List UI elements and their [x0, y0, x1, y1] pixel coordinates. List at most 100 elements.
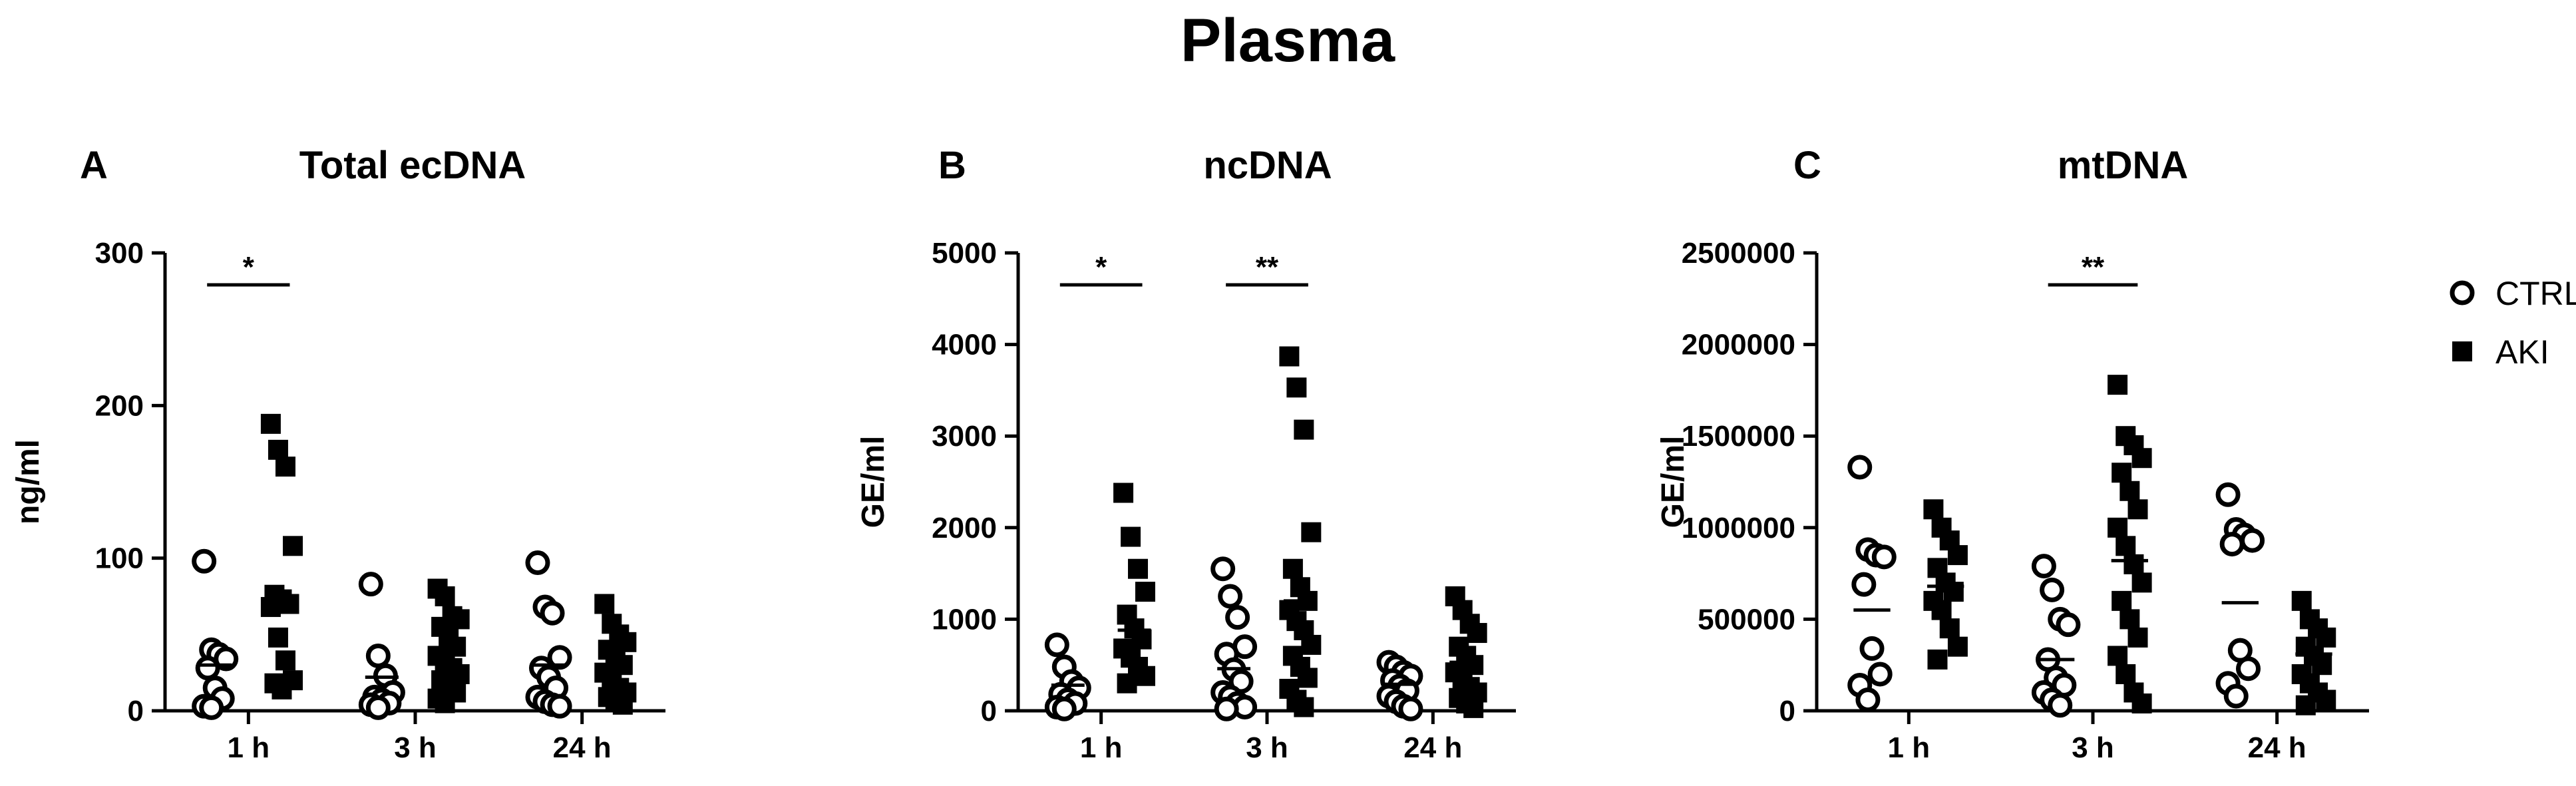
y-tick-label: 500000 — [1698, 603, 1795, 636]
data-point-ctrl — [547, 645, 572, 670]
data-point-ctrl — [1398, 696, 1423, 721]
data-point-aki — [272, 679, 292, 699]
data-point-ctrl — [2040, 577, 2065, 602]
data-point-aki — [2316, 689, 2336, 710]
data-point-aki — [1282, 558, 1303, 579]
data-point-aki — [1947, 636, 1968, 657]
legend-marker-ctrl — [2450, 280, 2475, 305]
y-tick-label: 200 — [95, 389, 144, 422]
data-point-aki — [260, 413, 281, 434]
y-tick-label: 0 — [1779, 695, 1795, 727]
x-tick-label: 1 h — [228, 731, 270, 764]
data-point-aki — [1135, 666, 1155, 686]
data-point-aki — [2127, 627, 2148, 648]
data-point-aki — [2108, 646, 2128, 666]
data-point-aki — [1128, 558, 1149, 579]
x-tick-label: 3 h — [2072, 731, 2114, 764]
y-tick-label: 1500000 — [1682, 420, 1795, 453]
x-tick-label: 1 h — [1080, 731, 1123, 764]
data-point-aki — [283, 536, 303, 556]
panel-letter: B — [938, 144, 966, 187]
data-point-ctrl — [365, 643, 391, 668]
data-point-aki — [1117, 673, 1137, 693]
y-tick-label: 1000000 — [1682, 512, 1795, 544]
data-point-aki — [1294, 419, 1314, 440]
significance-label: ** — [1256, 251, 1279, 284]
data-point-aki — [2312, 655, 2332, 676]
data-point-ctrl — [192, 548, 217, 574]
data-point-aki — [594, 594, 615, 614]
data-point-ctrl — [2031, 554, 2056, 579]
y-tick-label: 2000000 — [1682, 329, 1795, 361]
panel-letter: A — [80, 144, 108, 187]
data-point-ctrl — [358, 572, 383, 597]
legend: CTRL AKI — [2450, 275, 2576, 371]
y-tick-label: 300 — [95, 237, 144, 270]
data-point-aki — [2112, 590, 2132, 611]
data-point-ctrl — [2223, 684, 2249, 709]
data-point-aki — [2119, 481, 2140, 501]
data-point-ctrl — [2215, 482, 2241, 507]
panel-title: mtDNA — [2058, 144, 2189, 187]
data-point-aki — [1279, 346, 1300, 367]
data-point-aki — [2131, 572, 2152, 593]
data-point-aki — [1931, 600, 1952, 620]
data-point-ctrl — [1051, 696, 1077, 721]
data-point-ctrl — [2219, 532, 2245, 557]
x-tick-label: 24 h — [2248, 731, 2306, 764]
data-point-ctrl — [1867, 662, 1893, 687]
data-point-aki — [268, 439, 288, 460]
data-point-ctrl — [2048, 693, 2073, 718]
y-tick-label: 0 — [128, 695, 144, 727]
data-point-aki — [1121, 526, 1141, 547]
data-point-aki — [1113, 483, 1134, 503]
y-tick-label: 100 — [95, 542, 144, 575]
data-point-ctrl — [2240, 528, 2265, 553]
data-point-aki — [275, 650, 295, 671]
x-tick-label: 1 h — [1888, 731, 1931, 764]
legend-item-ctrl: CTRL — [2450, 275, 2576, 312]
data-point-aki — [2116, 664, 2136, 684]
figure-title: Plasma — [1181, 7, 1395, 75]
data-point-aki — [1131, 629, 1152, 650]
panel-a: A Total ecDNA ng/ml 0 100 200 300 1 h 3 h 24 h * — [11, 144, 665, 764]
data-point-aki — [2119, 609, 2140, 630]
data-point-ctrl — [1218, 584, 1243, 609]
data-point-ctrl — [1851, 572, 1877, 597]
legend-label: AKI — [2495, 333, 2549, 371]
x-tick-label: 24 h — [1403, 731, 1462, 764]
y-tick-label: 4000 — [932, 329, 997, 361]
data-point-aki — [1286, 377, 1307, 398]
data-point-ctrl — [195, 656, 220, 681]
data-point-aki — [449, 609, 470, 630]
data-point-ctrl — [1210, 556, 1236, 582]
data-point-aki — [2131, 693, 2152, 713]
data-point-ctrl — [525, 550, 550, 576]
significance-label: * — [1095, 251, 1107, 284]
data-point-aki — [275, 457, 295, 477]
data-point-aki — [1297, 668, 1318, 688]
data-point-ctrl — [540, 600, 565, 626]
data-point-aki — [2108, 517, 2128, 538]
data-point-aki — [2112, 463, 2132, 483]
legend-marker-aki — [2452, 341, 2472, 361]
y-axis-label: GE/ml — [856, 436, 891, 528]
data-point-aki — [1923, 499, 1944, 520]
data-point-ctrl — [1855, 687, 1881, 712]
data-point-ctrl — [2056, 612, 2081, 638]
panel-letter: C — [1793, 144, 1821, 187]
data-point-ctrl — [2236, 656, 2261, 682]
y-axis-label: GE/ml — [1656, 436, 1691, 528]
panel-title: Total ecDNA — [299, 144, 526, 187]
significance-label: * — [243, 251, 255, 284]
legend-label: CTRL — [2495, 275, 2576, 312]
panel-title: ncDNA — [1203, 144, 1332, 187]
data-point-ctrl — [365, 695, 391, 720]
significance-label: ** — [2082, 251, 2105, 284]
legend-item-aki: AKI — [2452, 333, 2549, 371]
data-point-aki — [2127, 499, 2148, 520]
y-tick-label: 5000 — [932, 237, 997, 270]
